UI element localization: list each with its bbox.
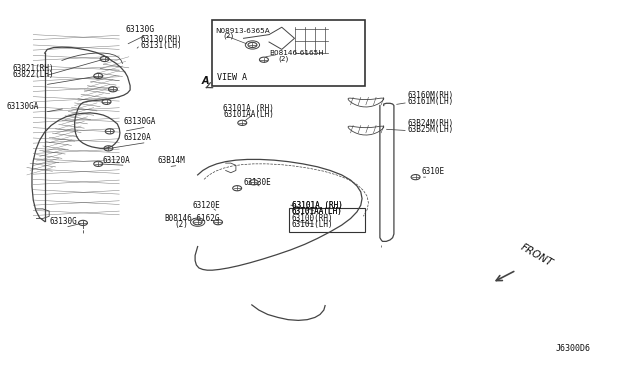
- Text: (2): (2): [278, 55, 288, 62]
- Text: 63130GA: 63130GA: [6, 102, 39, 112]
- Text: 63B24M(RH): 63B24M(RH): [408, 119, 454, 128]
- Text: VIEW A: VIEW A: [217, 73, 247, 82]
- Text: 63101A (RH): 63101A (RH): [292, 201, 343, 211]
- Text: 63130GA: 63130GA: [124, 117, 156, 126]
- Text: 63B14M: 63B14M: [157, 155, 185, 164]
- Text: A: A: [202, 77, 209, 86]
- Text: 63B25M(LH): 63B25M(LH): [408, 125, 454, 134]
- Text: (2): (2): [175, 220, 189, 229]
- Text: 63101(LH): 63101(LH): [292, 220, 333, 229]
- Text: 63821(RH): 63821(RH): [13, 64, 54, 73]
- Text: B08146-6162G: B08146-6162G: [164, 214, 220, 223]
- Text: 63130G: 63130G: [49, 217, 77, 226]
- Text: 63101AA(LH): 63101AA(LH): [292, 207, 343, 216]
- Text: 63101AA(LH): 63101AA(LH): [292, 207, 343, 216]
- Text: 63120E: 63120E: [193, 201, 220, 211]
- Text: N08913-6365A: N08913-6365A: [215, 28, 269, 34]
- Text: 63101AA(LH): 63101AA(LH): [223, 110, 274, 119]
- Text: 63130E: 63130E: [244, 178, 271, 187]
- Bar: [212, 20, 365, 86]
- Text: 63161M(LH): 63161M(LH): [408, 97, 454, 106]
- Text: 63160M(RH): 63160M(RH): [408, 92, 454, 100]
- Text: 63120A: 63120A: [102, 155, 130, 164]
- Text: 63100(RH): 63100(RH): [292, 214, 333, 223]
- Text: FRONT: FRONT: [519, 242, 554, 269]
- Text: J6300D6: J6300D6: [556, 344, 591, 353]
- Text: 63101A (RH): 63101A (RH): [292, 201, 343, 211]
- Text: 63130(RH): 63130(RH): [140, 35, 182, 44]
- Text: 63120A: 63120A: [124, 133, 152, 142]
- Text: 63130G: 63130G: [125, 25, 155, 34]
- Bar: [289, 208, 365, 232]
- Text: 6310E: 6310E: [422, 167, 445, 176]
- Text: (2): (2): [223, 33, 234, 39]
- Text: B08146-6165H: B08146-6165H: [269, 50, 324, 56]
- Text: 63822(LH): 63822(LH): [13, 70, 54, 79]
- Text: 63101A (RH): 63101A (RH): [223, 104, 274, 113]
- Text: 63131(LH): 63131(LH): [140, 41, 182, 50]
